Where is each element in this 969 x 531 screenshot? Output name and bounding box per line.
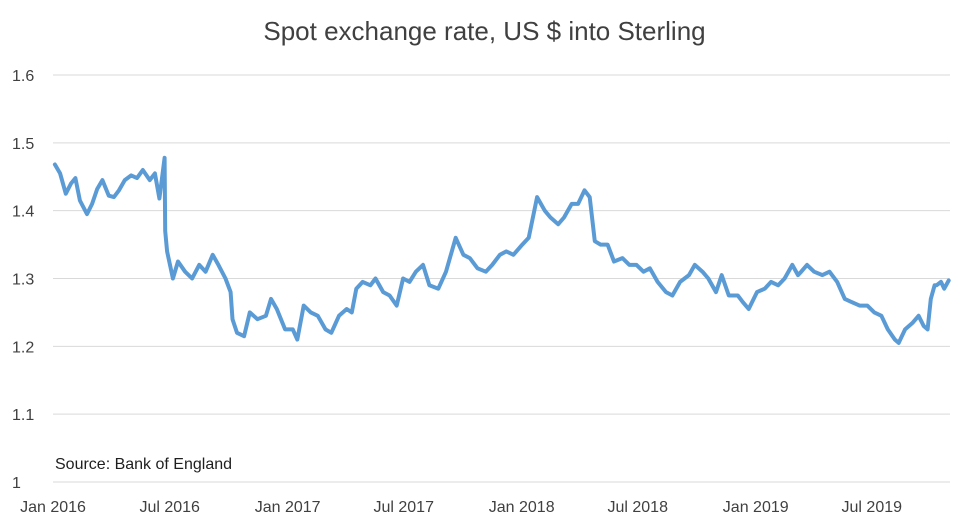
y-tick-label: 1.2 <box>12 339 34 356</box>
y-tick-label: 1.5 <box>12 136 34 153</box>
y-tick-label: 1.1 <box>12 407 34 424</box>
series-line <box>52 155 951 345</box>
series-layer <box>52 155 951 345</box>
source-annotation: Source: Bank of England <box>55 456 233 473</box>
y-tick-label: 1.4 <box>12 204 34 221</box>
chart-title: Spot exchange rate, US $ into Sterling <box>263 16 706 46</box>
x-tick-label: Jan 2017 <box>255 499 321 516</box>
x-tick-label: Jan 2018 <box>489 499 555 516</box>
x-tick-label: Jul 2019 <box>842 499 903 516</box>
y-tick-label: 1 <box>12 475 21 492</box>
x-tick-label: Jul 2018 <box>607 499 668 516</box>
x-tick-label: Jan 2019 <box>723 499 789 516</box>
gridlines <box>53 74 950 483</box>
x-tick-label: Jan 2016 <box>20 499 86 516</box>
x-axis-tick-labels: Jan 2016 Jul 2016 Jan 2017 Jul 2017 Jan 2018… <box>20 499 902 516</box>
y-axis-tick-labels: 1 1.1 1.2 1.3 1.4 1.5 1.6 <box>12 68 34 492</box>
x-tick-label: Jul 2017 <box>373 499 434 516</box>
y-tick-label: 1.3 <box>12 272 34 289</box>
x-tick-label: Jul 2016 <box>139 499 200 516</box>
y-tick-label: 1.6 <box>12 68 34 85</box>
